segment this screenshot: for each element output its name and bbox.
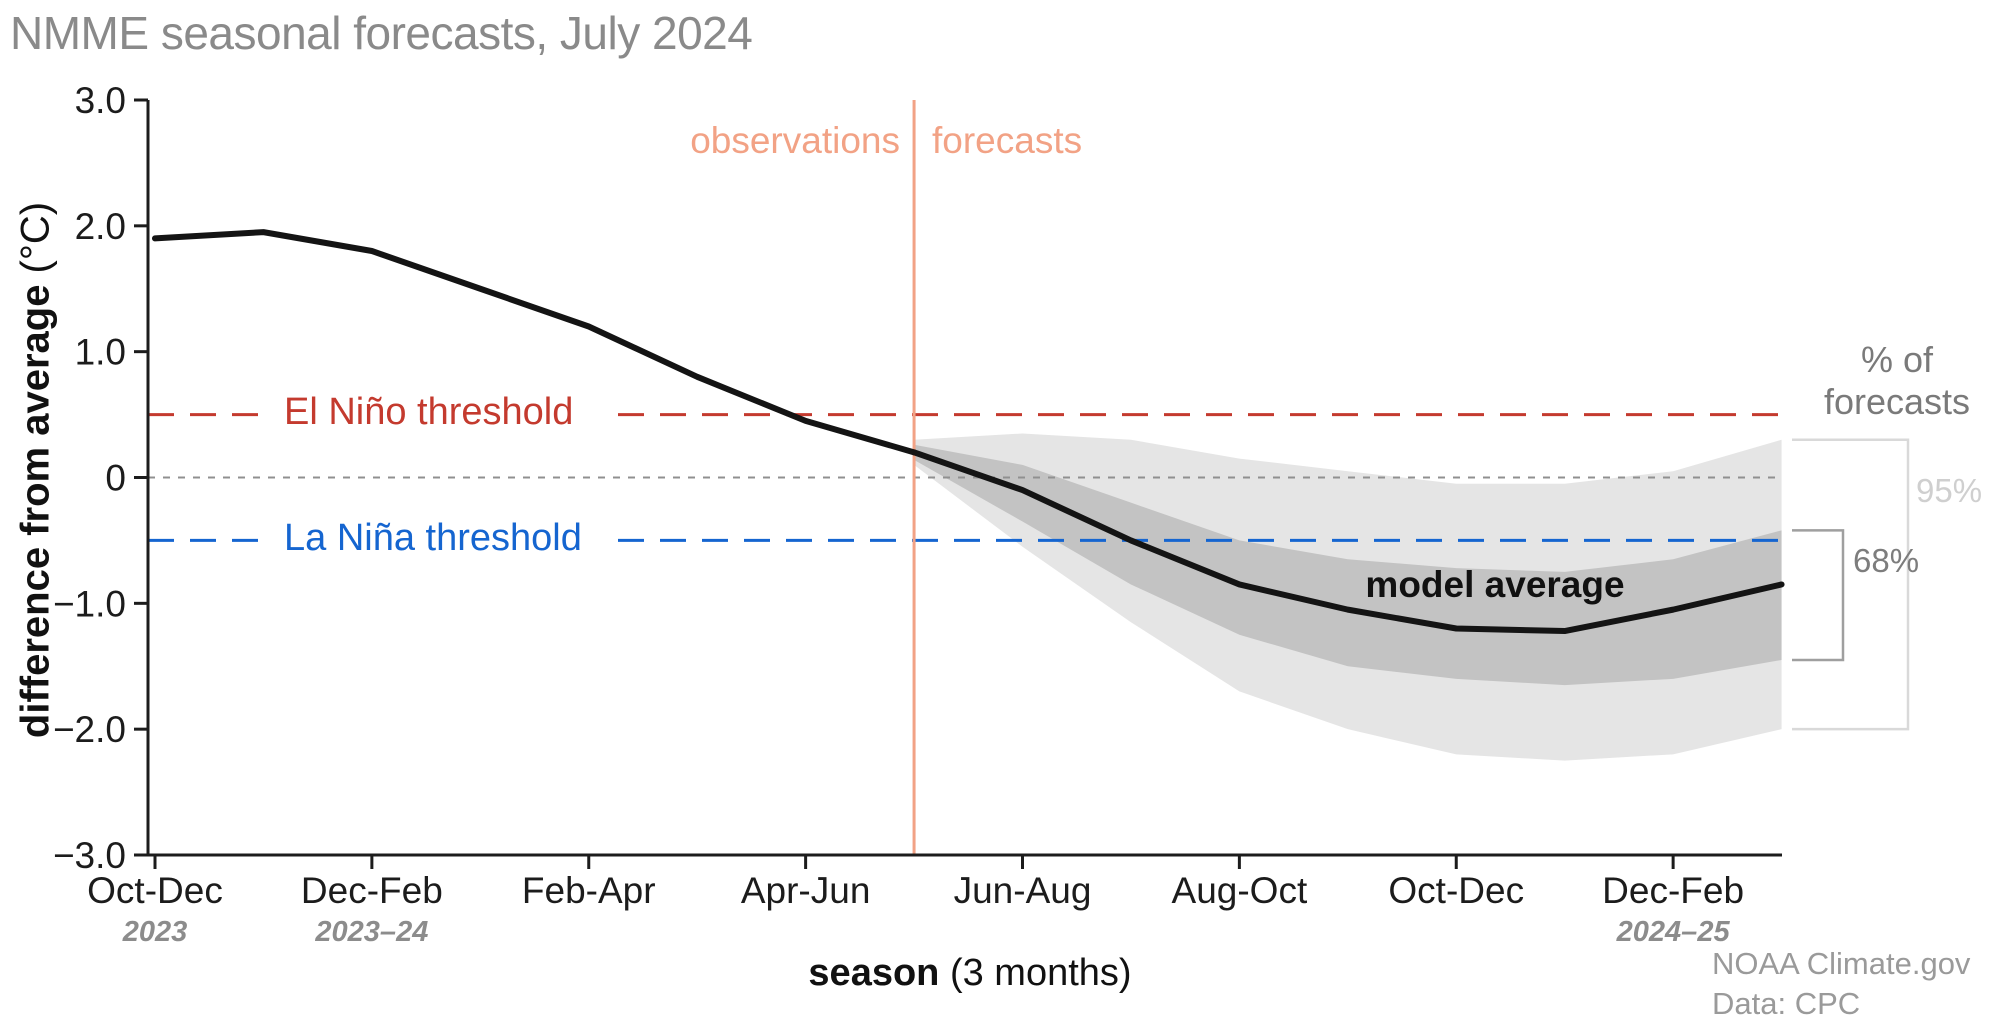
percent-bracket-68	[1792, 529, 1845, 662]
x-tick-label: Oct-Dec	[1388, 870, 1524, 911]
percent-label-95: 95%	[1916, 472, 1982, 509]
x-tick-label: Dec-Feb	[301, 870, 443, 911]
y-tick-label: 1.0	[75, 332, 126, 373]
y-tick-label: 3.0	[75, 80, 126, 121]
observed-line	[152, 229, 918, 456]
confidence-band-68	[914, 444, 1782, 686]
x-tick-label: Jun-Aug	[954, 870, 1092, 911]
x-tick-label: Dec-Feb	[1602, 870, 1744, 911]
el-nino-threshold-label: El Niño threshold	[284, 391, 574, 433]
percent-bracket-95	[1792, 438, 1910, 731]
chart-title: NMME seasonal forecasts, July 2024	[10, 7, 753, 59]
x-tick-sublabel: 2023	[122, 916, 188, 948]
forecast-mean-line	[911, 449, 1785, 635]
y-tick-label: −2.0	[53, 709, 126, 750]
x-tick-label: Aug-Oct	[1172, 870, 1308, 911]
pct-of-forecasts-label: % of	[1861, 339, 1934, 380]
x-tick-label: Oct-Dec	[87, 870, 223, 911]
forecasts-label: forecasts	[932, 120, 1083, 161]
la-nina-threshold-label: La Niña threshold	[284, 517, 582, 559]
x-tick-sublabel: 2023–24	[314, 916, 428, 948]
pct-of-forecasts-label: forecasts	[1824, 381, 1970, 422]
x-tick-label: Feb-Apr	[522, 870, 656, 911]
y-axis-unit-label: (°C)	[13, 201, 58, 285]
y-tick-label: −1.0	[53, 583, 126, 624]
y-tick-label: 2.0	[75, 206, 126, 247]
credit-source: NOAA Climate.gov	[1712, 946, 1971, 981]
credit-data: Data: CPC	[1712, 986, 1861, 1021]
x-axis-label-rest: (3 months)	[939, 952, 1132, 994]
y-tick-label: 0	[105, 458, 126, 499]
x-tick-label: Apr-Jun	[741, 870, 871, 911]
model-average-label: model average	[1365, 564, 1625, 605]
observations-label: observations	[690, 120, 900, 161]
credits: NOAA Climate.gov Data: CPC	[1712, 944, 1970, 1024]
y-axis-label-text: difference from average	[13, 284, 58, 739]
x-tick-sublabel: 2024–25	[1616, 916, 1731, 948]
x-axis-label-bold: season	[808, 952, 940, 994]
y-tick-label: −3.0	[53, 835, 126, 876]
percent-label-68: 68%	[1853, 542, 1919, 579]
x-axis-label: season (3 months)	[720, 952, 1220, 995]
y-axis-label: difference from average (°C)	[14, 202, 59, 738]
